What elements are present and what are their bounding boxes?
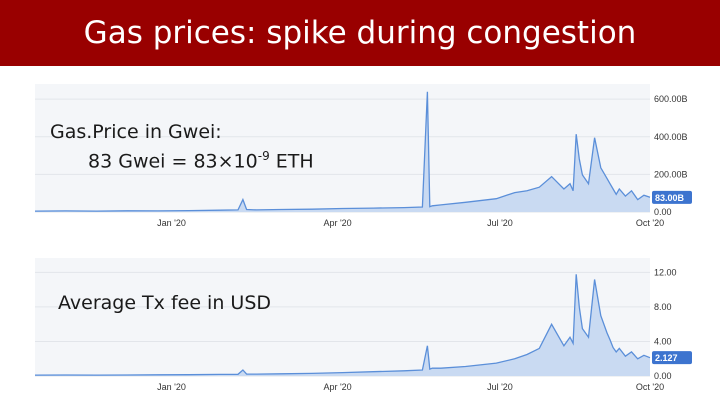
x-tick-label: Oct '20 [636,218,664,228]
y-tick-label: 8.00 [654,302,672,312]
y-tick-label: 200.00B [654,169,688,179]
avg-tx-fee-chart: 0.00 4.00 8.00 12.00 2.127 Jan '20 Apr '20 Jul … [0,258,720,400]
gwei-conversion-suffix: ETH [269,150,314,173]
x-tick-label: Apr '20 [323,218,351,228]
gwei-conversion-prefix: 83 Gwei = 83×10 [88,150,258,173]
series-area [35,274,650,376]
gas-price-caption-line2: 83 Gwei = 83×10-9 ETH [50,144,314,173]
x-tick-label: Jul '20 [487,382,513,392]
avg-tx-fee-caption: Average Tx fee in USD [58,292,272,314]
y-tick-label: 4.00 [654,336,672,346]
gas-price-chart-svg: 0.00 200.00B 400.00B 600.00B 83.00B Jan '20 Ap… [34,84,692,228]
gas-price-chart: 0.00 200.00B 400.00B 600.00B 83.00B Jan '20 Ap… [0,84,720,230]
gas-price-caption-line1: Gas.Price in Gwei: [50,121,222,143]
x-tick-label: Apr '20 [323,382,351,392]
series-line [34,274,651,376]
series-line [34,91,651,212]
gwei-conversion-exponent: -9 [257,149,270,163]
x-tick-label: Oct '20 [636,382,664,392]
current-value-badge [652,351,692,365]
x-tick-label: Jul '20 [487,218,513,228]
y-tick-label: 600.00B [654,94,688,104]
slide-title-bar: Gas prices: spike during congestion [0,0,720,66]
y-tick-label: 0.00 [654,371,672,381]
current-value-label: 2.127 [655,353,678,363]
avg-tx-fee-chart-svg: 0.00 4.00 8.00 12.00 2.127 Jan '20 Apr '20 Jul … [34,258,692,392]
x-tick-label: Jan '20 [157,218,186,228]
slide-title: Gas prices: spike during congestion [83,15,637,51]
current-value-label: 83.00B [655,193,685,203]
y-tick-label: 0.00 [654,207,672,217]
current-value-badge [652,190,692,204]
y-tick-label: 400.00B [654,132,688,142]
series-area [35,91,650,212]
y-tick-label: 12.00 [654,267,677,277]
x-tick-label: Jan '20 [157,382,186,392]
gas-price-caption: Gas.Price in Gwei: 83 Gwei = 83×10-9 ETH [50,120,314,173]
